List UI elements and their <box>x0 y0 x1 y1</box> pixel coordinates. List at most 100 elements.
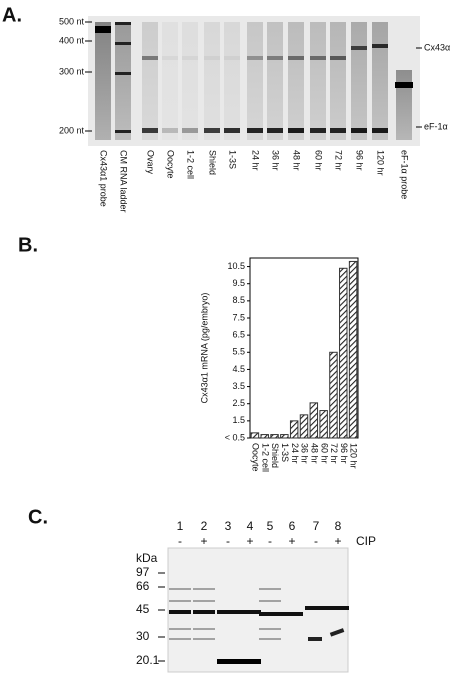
blot-band <box>169 638 191 640</box>
mw-marker: 97 <box>136 565 150 579</box>
blot-band <box>193 600 215 602</box>
lane-label: 1-3S <box>228 150 238 169</box>
gel-band <box>247 128 263 133</box>
blot-band <box>308 637 322 641</box>
blot-band <box>327 606 349 610</box>
gel-band <box>95 26 111 33</box>
lane-number: 6 <box>289 519 296 533</box>
gel-band <box>115 42 131 45</box>
x-tick-label: 120 hr <box>349 443 359 469</box>
gel-smear <box>372 22 388 140</box>
lane-number: 3 <box>225 519 232 533</box>
gel-band <box>330 56 346 60</box>
x-tick-label: 72 hr <box>329 443 339 464</box>
mw-marker: 20.1 <box>136 653 160 667</box>
gel-smear <box>182 22 198 140</box>
y-tick-label: 2.5 <box>232 398 245 408</box>
size-marker: 500 nt <box>59 16 85 26</box>
gel-band <box>162 56 178 60</box>
gel-band <box>142 56 158 60</box>
x-tick-label: 48 hr <box>309 443 319 464</box>
gel-smear <box>396 70 412 140</box>
gel-smear <box>204 22 220 140</box>
y-tick-label: 5.5 <box>232 347 245 357</box>
treatment-sign: + <box>200 534 207 548</box>
x-tick-label: 60 hr <box>319 443 329 464</box>
lane-label: 1-2 cell <box>186 150 196 179</box>
gel-band <box>162 128 178 133</box>
treatment-sign: - <box>226 534 230 548</box>
gel-band <box>372 128 388 133</box>
gel-band <box>288 56 304 60</box>
blot-band <box>329 628 345 637</box>
x-tick-label: Shield <box>270 443 280 468</box>
gel-smear <box>330 22 346 140</box>
lane-number: 4 <box>247 519 254 533</box>
treatment-sign: + <box>334 534 341 548</box>
bar <box>309 402 319 439</box>
lane-label: 96 hr <box>355 150 365 171</box>
unit-label: kDa <box>136 551 158 565</box>
blot-band <box>259 628 281 630</box>
y-tick-label: 8.5 <box>232 295 245 305</box>
y-tick-label: 9.5 <box>232 278 245 288</box>
gel-smear <box>247 22 263 140</box>
gel-band <box>330 128 346 133</box>
gel-band <box>288 128 304 133</box>
size-marker: 400 nt <box>59 35 85 45</box>
gel-band <box>351 46 367 50</box>
gel-band <box>395 82 413 88</box>
y-tick-label: 7.5 <box>232 312 245 322</box>
lane-label: 24 hr <box>251 150 261 171</box>
gel-band <box>115 130 131 133</box>
bar <box>260 434 269 439</box>
gel-smear <box>267 22 283 140</box>
size-marker: 200 nt <box>59 125 85 135</box>
lane-label: 120 hr <box>376 150 386 176</box>
bar <box>319 410 328 439</box>
x-tick-label: 24 hr <box>290 443 300 464</box>
y-tick-label: 3.5 <box>232 381 245 391</box>
gel-band <box>372 44 388 48</box>
bar <box>329 351 338 439</box>
y-tick-label: 4.5 <box>232 364 245 374</box>
blot-band <box>239 659 261 664</box>
blot-band <box>217 610 239 614</box>
gel-band <box>182 128 198 133</box>
lane-label: eF-1α probe <box>400 150 410 199</box>
gel-smear <box>95 22 111 140</box>
mw-marker: 66 <box>136 579 150 593</box>
bar <box>299 414 309 439</box>
x-tick-label: 1-2 cell <box>260 443 270 472</box>
blot-band <box>259 600 281 602</box>
blot-band <box>259 612 281 616</box>
lane-label: 48 hr <box>292 150 302 171</box>
bar <box>339 267 348 439</box>
lane-number: 5 <box>267 519 274 533</box>
lane-label: Ovary <box>146 150 156 175</box>
treatment-sign: - <box>314 534 318 548</box>
blot-band <box>193 638 215 640</box>
lane-label: 36 hr <box>271 150 281 171</box>
blot-band <box>305 606 327 610</box>
lane-label: Oocyte <box>166 150 176 179</box>
gel-band <box>182 56 198 60</box>
x-tick-label: 96 hr <box>339 443 349 464</box>
panel-label: B. <box>18 234 38 256</box>
gel-smear <box>351 22 367 140</box>
x-tick-label: 1-3S <box>280 443 290 462</box>
gel-band <box>204 56 220 60</box>
blot-band <box>281 612 303 616</box>
panel-label: A. <box>2 4 22 26</box>
lane-number: 7 <box>313 519 320 533</box>
band-label: Cx43α1 <box>424 42 450 52</box>
blot-band <box>169 588 191 590</box>
blot-band <box>169 600 191 602</box>
treatment-sign: + <box>246 534 253 548</box>
lane-label: CM RNA ladder <box>119 150 129 213</box>
bar <box>270 434 279 439</box>
gel-band <box>310 56 326 60</box>
panel-label: C. <box>28 506 48 528</box>
lane-number: 8 <box>335 519 342 533</box>
